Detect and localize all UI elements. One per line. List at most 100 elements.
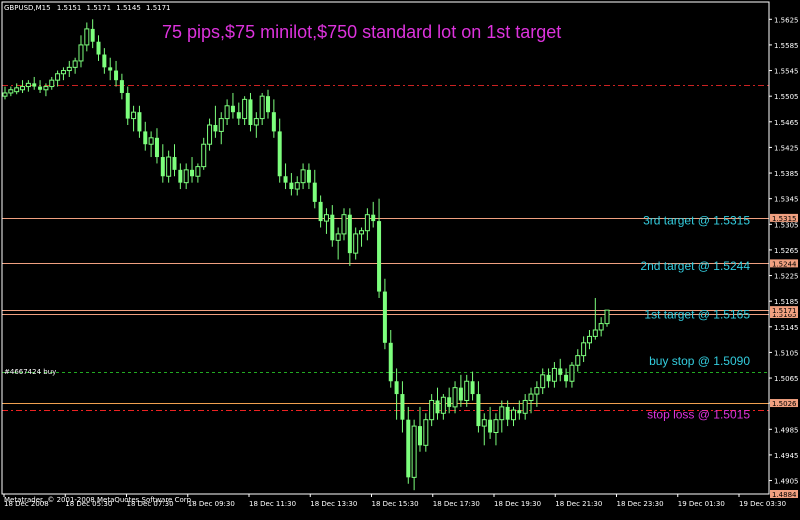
candle [102, 48, 107, 74]
candle [330, 205, 335, 247]
candle [266, 89, 271, 119]
x-tick-label: 18 Dec 21:30 [555, 500, 602, 508]
candle [201, 137, 207, 170]
candle [183, 163, 189, 190]
price-tag-label: 1.5171 [772, 307, 797, 315]
candle-body [183, 169, 189, 184]
candle-body [493, 419, 499, 433]
candle [294, 176, 300, 196]
candle [242, 96, 248, 125]
candle-body [207, 124, 213, 145]
candle-body [148, 137, 154, 145]
candle [20, 80, 26, 93]
annotations: 3rd target @ 1.5315 2nd target @ 1.5244 1s… [640, 213, 750, 421]
y-tick-label: 1.5585 [774, 42, 799, 50]
price-tag: 1.5026 [770, 399, 798, 408]
candle [347, 208, 352, 266]
candle-body [558, 368, 563, 375]
y-tick-label: 1.4985 [774, 426, 799, 434]
candle-body [377, 221, 382, 292]
price-tag-label: 1.4884 [772, 491, 797, 499]
candle-body [32, 83, 37, 87]
candle [38, 80, 43, 93]
candle [224, 99, 230, 125]
x-tick-label: 18 Dec 19:30 [494, 500, 541, 508]
price-tag-label: 1.5165 [772, 311, 797, 319]
candle-body [564, 374, 569, 382]
candle [78, 35, 84, 68]
y-tick-label: 1.5225 [774, 273, 799, 281]
candle-body [38, 86, 43, 90]
x-tick-label: 18 Dec 13:30 [310, 500, 357, 508]
candle-body [353, 233, 359, 254]
candle-body [335, 233, 341, 241]
candle [172, 144, 177, 177]
candle [230, 92, 235, 119]
price-tag-box [770, 306, 798, 315]
candle [207, 118, 213, 151]
candle [464, 374, 470, 407]
candle-body [411, 425, 417, 478]
candle [271, 99, 276, 138]
candle-body [417, 426, 422, 446]
candle-body [323, 214, 329, 222]
candle-body [306, 169, 311, 183]
candle-body [242, 98, 248, 120]
y-tick-label: 1.5305 [774, 221, 799, 229]
candle-body [604, 309, 610, 325]
candle [259, 92, 265, 125]
candle [388, 330, 393, 388]
candle-body [429, 399, 435, 421]
candle-body [160, 157, 165, 177]
y-tick-label: 1.5265 [774, 247, 799, 255]
candle-body [318, 201, 323, 222]
candle [364, 208, 370, 241]
candle [178, 163, 183, 190]
candle [452, 381, 458, 414]
candle [318, 195, 323, 228]
candle [499, 400, 505, 433]
candle [505, 400, 510, 427]
candle [598, 317, 604, 337]
candle-body [114, 70, 119, 81]
candle-body [341, 214, 347, 235]
candle [435, 387, 440, 420]
candle [277, 118, 282, 183]
candle-body [510, 409, 516, 421]
candle [236, 102, 241, 125]
candle-body [294, 182, 300, 190]
candle [25, 80, 31, 92]
candle-body [435, 400, 440, 414]
candle [447, 387, 452, 414]
candle [55, 70, 61, 87]
candle-body [96, 41, 101, 55]
candle [493, 413, 499, 446]
candle-body [137, 112, 142, 132]
price-tag: 1.5315 [770, 213, 798, 223]
candle-body [551, 367, 557, 382]
price-axis: 1.5625 1.5585 1.5545 1.5505 1.5465 1.5425 1.53… [769, 16, 799, 486]
candle-body [60, 70, 66, 75]
candle-body [178, 169, 183, 183]
candle-body [66, 66, 72, 72]
candle [592, 297, 598, 340]
candle-body [534, 387, 540, 395]
price-tag-label: 1.5315 [772, 215, 797, 223]
annotation-label: buy stop @ 1.5090 [649, 354, 750, 368]
candle-body [517, 410, 522, 414]
y-tick-label: 1.5545 [774, 68, 799, 76]
candle [66, 60, 72, 77]
x-tick-label: 18 Dec 2008 [4, 500, 49, 508]
candle-body [581, 342, 587, 357]
candle-body [230, 105, 235, 113]
price-tag-label: 1.5244 [772, 260, 797, 268]
plot-frame [1, 1, 770, 495]
candle [166, 150, 172, 183]
candle [119, 73, 124, 100]
y-tick-label: 1.5425 [774, 144, 799, 152]
candle-body [213, 125, 218, 132]
candle [371, 201, 376, 228]
candle-body [125, 92, 130, 119]
candle [253, 112, 259, 138]
